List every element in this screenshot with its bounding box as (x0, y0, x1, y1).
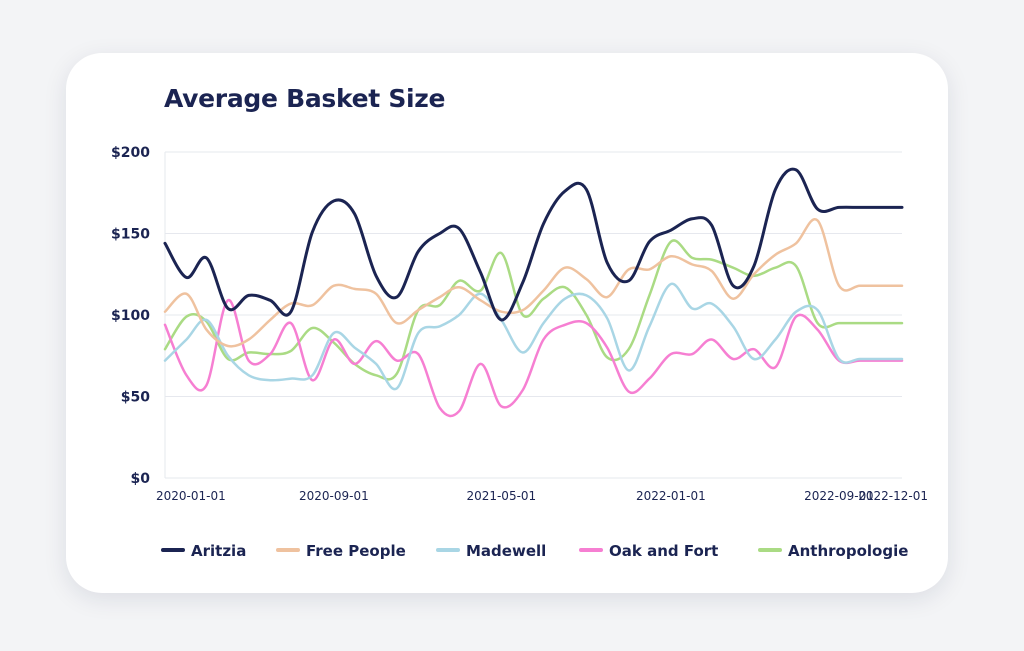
y-tick-label: $0 (131, 471, 151, 487)
legend-label-oak-and-fort: Oak and Fort (609, 542, 718, 560)
chart-title: Average Basket Size (164, 84, 446, 113)
x-tick-label: 2022-12-01 (858, 489, 928, 503)
x-tick-label: 2022-01-01 (636, 489, 706, 503)
legend-label-aritzia: Aritzia (191, 542, 246, 560)
grid-lines (164, 151, 902, 479)
y-tick-label: $50 (121, 390, 150, 406)
y-tick-label: $150 (111, 227, 150, 243)
y-axis-ticks: $0 $50 $100 $150 $200 (111, 145, 150, 487)
y-tick-label: $100 (111, 308, 150, 324)
series-line-anthropologie (163, 239, 904, 381)
x-tick-label: 2022-09-01 (804, 489, 874, 503)
x-tick-label: 2020-01-01 (156, 489, 226, 503)
legend-label-madewell: Madewell (466, 542, 546, 560)
chart-card (66, 53, 948, 593)
legend: Aritzia Free People Madewell Oak and Fort An… (161, 542, 908, 560)
series-line-oak-and-fort (163, 299, 904, 418)
series-line-aritzia (163, 167, 904, 322)
y-tick-label: $200 (111, 145, 150, 161)
x-tick-label: 2020-09-01 (299, 489, 369, 503)
legend-label-anthropologie: Anthropologie (788, 542, 908, 560)
x-axis-ticks: 2020-01-01 2020-09-01 2021-05-01 2022-01-01… (156, 489, 928, 503)
legend-label-free-people: Free People (306, 542, 406, 560)
series-line-madewell (163, 282, 904, 391)
series-line-free-people (163, 217, 904, 348)
x-tick-label: 2021-05-01 (466, 489, 536, 503)
series-lines (163, 167, 904, 418)
